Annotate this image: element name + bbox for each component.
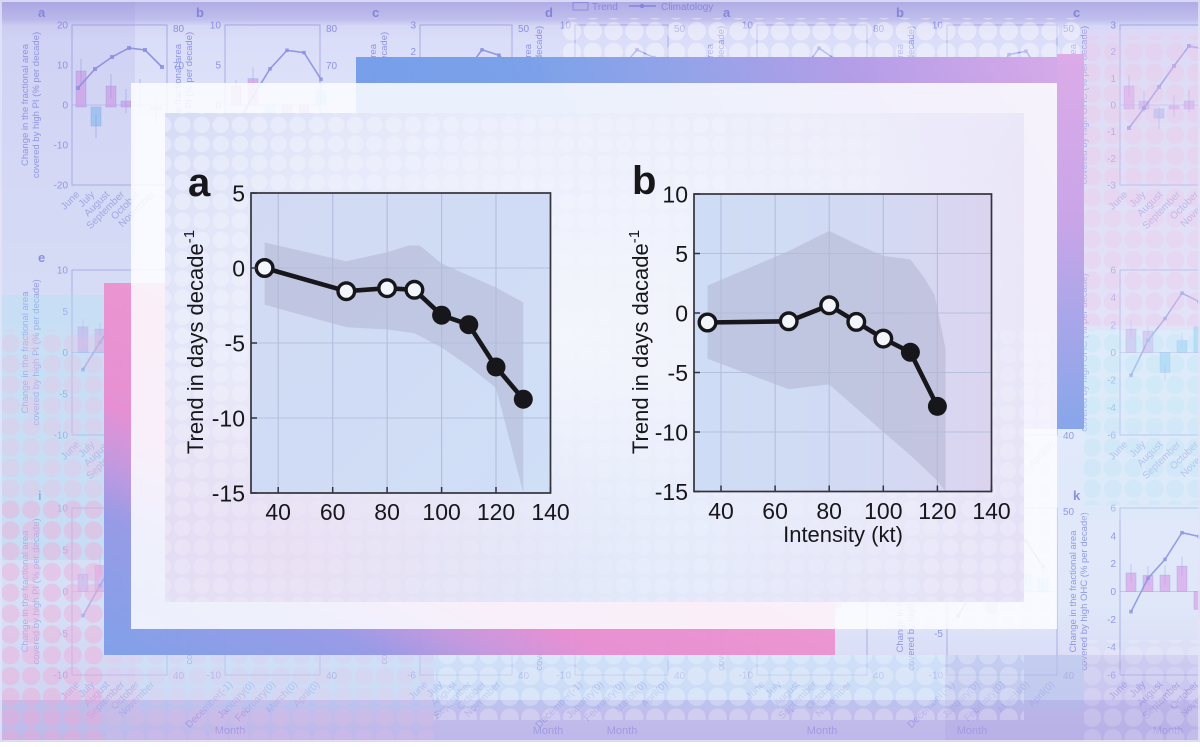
svg-text:-15: -15 (655, 479, 688, 505)
svg-text:120: 120 (477, 499, 515, 525)
svg-text:100: 100 (422, 499, 460, 525)
svg-text:5: 5 (232, 181, 245, 207)
svg-text:-5: -5 (668, 360, 688, 386)
svg-text:40: 40 (265, 499, 291, 525)
svg-text:5: 5 (675, 241, 688, 267)
svg-text:80: 80 (816, 498, 842, 524)
svg-text:60: 60 (762, 498, 788, 524)
svg-text:80: 80 (374, 499, 400, 525)
svg-text:-10: -10 (655, 420, 688, 446)
svg-text:b: b (632, 159, 656, 203)
svg-text:10: 10 (662, 182, 688, 208)
svg-text:120: 120 (918, 498, 956, 524)
svg-text:140: 140 (972, 498, 1010, 524)
svg-text:Intensity (kt): Intensity (kt) (783, 522, 903, 547)
svg-text:60: 60 (320, 499, 346, 525)
svg-text:140: 140 (531, 499, 569, 525)
svg-text:Trend in days dacade-1: Trend in days dacade-1 (626, 230, 653, 454)
svg-text:0: 0 (675, 301, 688, 327)
svg-text:-10: -10 (212, 406, 245, 432)
svg-text:Trend in days decade-1: Trend in days decade-1 (181, 230, 208, 454)
svg-text:-5: -5 (225, 331, 245, 357)
svg-text:40: 40 (708, 498, 734, 524)
svg-text:100: 100 (864, 498, 902, 524)
svg-text:-15: -15 (212, 481, 245, 507)
svg-text:a: a (188, 161, 211, 205)
svg-text:0: 0 (232, 256, 245, 282)
